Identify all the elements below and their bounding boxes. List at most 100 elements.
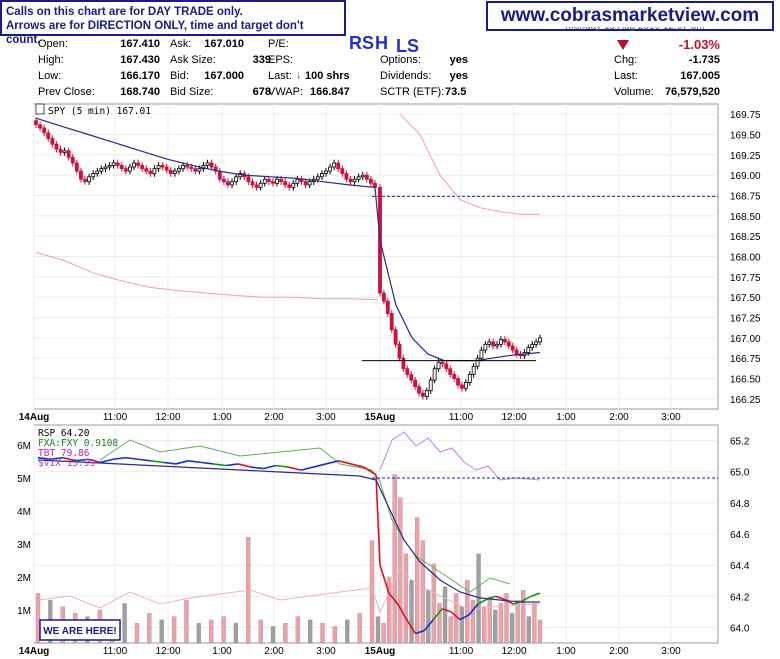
candle-body <box>262 178 267 184</box>
volume-bar <box>487 596 492 644</box>
rsp-segment <box>37 456 51 461</box>
candle-body <box>324 170 328 174</box>
rsp-segment <box>450 611 461 621</box>
lower-left-tick-label: 3M <box>17 540 31 551</box>
candle-body <box>307 181 312 186</box>
upper-x-ticks: 14Aug 11:00 12:00 1:00 2:00 3:00 15Aug 11:00 12:… <box>19 412 681 423</box>
candle-body <box>99 168 104 172</box>
rsp-segment <box>87 458 101 464</box>
candle-body <box>401 357 406 370</box>
upper-y-tick-label: 169.00 <box>730 171 761 182</box>
volume-bar <box>147 613 152 644</box>
upper-y-tick-label: 167.50 <box>730 293 761 304</box>
upper-x-tick-label: 1:00 <box>212 412 232 423</box>
candle-body <box>148 170 153 174</box>
volume-bar <box>470 599 476 644</box>
rsp-segment <box>313 463 327 468</box>
volume-bar <box>381 623 386 644</box>
volume-value: 76,579,520 <box>664 86 720 98</box>
upper-x-tick-label: 2:00 <box>264 412 284 423</box>
candle-body <box>502 339 507 343</box>
lower-series <box>35 431 718 644</box>
low-value: 166.170 <box>120 70 160 82</box>
candle-body <box>172 170 177 174</box>
lower-left-tick-label: 5M <box>17 474 31 485</box>
rsp-segment <box>175 460 189 465</box>
rsp-segment <box>250 466 264 470</box>
candle-body <box>266 178 271 183</box>
upper-x-tick-label: 11:00 <box>449 412 474 423</box>
lower-x-tick-label: 3:00 <box>661 646 681 657</box>
upper-x-tick-label: 12:00 <box>155 412 180 423</box>
rsp-segment <box>225 463 239 467</box>
volume-bar <box>426 590 431 644</box>
candle-body <box>136 162 141 166</box>
candle-body <box>471 365 476 375</box>
candle-body <box>479 349 484 359</box>
volume-bar <box>159 619 164 644</box>
candle-body <box>177 168 181 172</box>
candle-body <box>111 162 116 166</box>
vix-line <box>37 569 541 614</box>
candle-body <box>66 150 71 158</box>
volume-bar <box>504 593 509 644</box>
lower-x-tick-label: 1:00 <box>212 646 232 657</box>
candle-body <box>87 176 91 183</box>
rsp-segment <box>363 466 377 476</box>
candle-body <box>405 368 410 375</box>
candle-body <box>193 168 198 172</box>
rsp-segment <box>125 456 139 461</box>
candle-body <box>393 329 398 345</box>
lower-legend: RSP 64.20 FXA:FXY 0.9108 TBT 79.86 $VIX … <box>38 428 118 469</box>
upper-y-tick-label: 166.75 <box>730 354 761 365</box>
candle-body <box>530 343 535 348</box>
volume-bar <box>270 626 276 644</box>
candle-body <box>344 173 349 180</box>
rsp-moving-average <box>37 459 540 603</box>
candle-body <box>119 165 124 170</box>
rsp-segment <box>423 619 434 632</box>
last2-label: Last: <box>614 70 638 82</box>
candle-body <box>421 392 425 397</box>
volume-bar <box>437 603 442 644</box>
high-value: 167.430 <box>120 54 160 66</box>
volume-bar <box>320 623 325 644</box>
rsp-segment <box>138 458 151 462</box>
lower-x-tick-label: 1:00 <box>556 646 576 657</box>
upper-y-tick-label: 167.75 <box>730 273 761 284</box>
rsp-segment <box>300 466 314 471</box>
ask-label: Ask: <box>170 38 192 50</box>
candle-body <box>320 173 324 178</box>
upper-x-tick-label: 11:00 <box>103 412 128 423</box>
rsp-segment <box>163 461 176 465</box>
candle-body <box>352 178 357 183</box>
candle-body <box>46 132 51 139</box>
candle-body <box>424 390 429 397</box>
rsp-segment <box>405 619 417 635</box>
volume-bar <box>414 517 420 644</box>
lower-right-tick-label: 65.2 <box>730 437 750 448</box>
upper-x-tick-label: 3:00 <box>661 412 681 423</box>
upper-series <box>34 113 718 400</box>
candle-body <box>291 182 296 188</box>
bidsize-value: 678 <box>252 86 271 98</box>
candle-body <box>103 166 108 170</box>
volume-bar <box>209 619 214 644</box>
volume-bar <box>184 599 189 644</box>
candle-body <box>54 143 59 150</box>
options-value: yes <box>449 54 468 66</box>
asksize-value: 339 <box>252 54 271 66</box>
candle-body <box>42 127 47 134</box>
legend-tbt: TBT 79.86 <box>38 448 90 459</box>
candle-body <box>283 181 288 186</box>
candle-body <box>91 173 96 178</box>
rsp-segment <box>338 460 352 465</box>
candle-body <box>123 168 128 172</box>
lower-right-tick-label: 64.4 <box>730 561 750 572</box>
site-banner[interactable]: www.cobrasmarketview.com <box>486 1 774 31</box>
volume-bar <box>431 563 437 644</box>
candle-body <box>417 386 421 394</box>
tbt-line <box>379 431 541 481</box>
volume-bar <box>295 616 300 644</box>
candle-body <box>270 181 275 184</box>
